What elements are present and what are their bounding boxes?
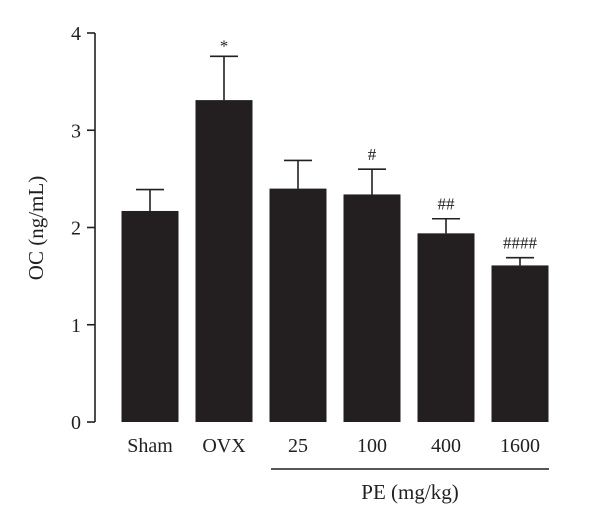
y-axis: 0 1 2 3 4 bbox=[71, 23, 96, 434]
bar-25 bbox=[269, 188, 327, 422]
y-tick-label: 0 bbox=[71, 412, 81, 434]
x-category-label: Sham bbox=[127, 435, 173, 457]
significance-label: ## bbox=[438, 195, 456, 214]
y-tick-label: 1 bbox=[71, 315, 81, 337]
bars: *####### bbox=[121, 36, 549, 422]
bar-OVX bbox=[195, 100, 253, 422]
x-category-label: 25 bbox=[288, 435, 308, 457]
x-category-label: 400 bbox=[431, 435, 461, 457]
y-tick-label: 3 bbox=[71, 120, 81, 142]
significance-label: #### bbox=[503, 234, 538, 253]
x-category-label: 100 bbox=[357, 435, 387, 457]
y-tick-label: 2 bbox=[71, 218, 81, 240]
bar-400 bbox=[417, 233, 475, 422]
x-category-label: 1600 bbox=[500, 435, 540, 457]
category-labels: Sham OVX 25 100 400 1600 bbox=[127, 435, 540, 457]
bar-100 bbox=[343, 194, 401, 422]
group-label: PE (mg/kg) bbox=[361, 480, 458, 504]
bar-Sham bbox=[121, 210, 179, 422]
x-category-label: OVX bbox=[202, 435, 246, 457]
y-tick-label: 4 bbox=[71, 23, 81, 45]
significance-label: * bbox=[220, 36, 229, 55]
y-axis-title: OC (ng/mL) bbox=[24, 176, 48, 280]
bar-1600 bbox=[491, 265, 549, 422]
significance-label: # bbox=[368, 145, 377, 164]
